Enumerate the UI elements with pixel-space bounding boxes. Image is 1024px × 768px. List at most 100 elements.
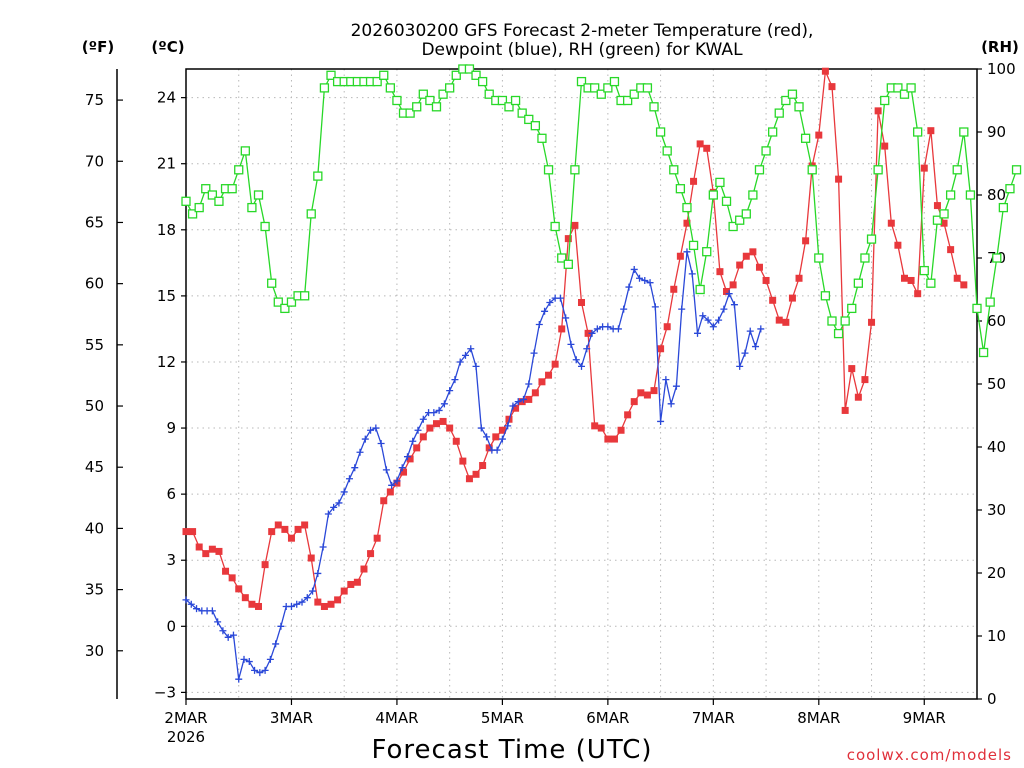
relative-humidity-point [965,190,976,200]
dewpoint-point [235,675,243,683]
relative-humidity-point [728,221,738,232]
temperature-point [558,325,566,333]
fahrenheit-tick-label: 65 [85,213,104,231]
relative-humidity-point [649,102,659,112]
dewpoint-point [440,400,448,408]
temperature-point [690,177,698,185]
rh-tick-label: 90 [987,123,1006,141]
relative-humidity-point [708,190,718,200]
dewpoint-point [382,466,390,474]
dewpoint-point [409,437,417,445]
dewpoint-point [435,406,443,414]
temperature-point [887,219,895,227]
temperature-point [241,594,249,602]
temperature-point [755,263,763,271]
temperature-point [571,221,579,229]
relative-humidity-point [385,83,395,93]
temperature-point [953,274,961,282]
relative-humidity-point [530,121,541,131]
relative-humidity-point [741,209,751,219]
temperature-point [637,389,645,397]
dewpoint-point [620,305,628,313]
temperature-point [400,468,408,476]
dewpoint-point [662,376,670,384]
relative-humidity-point [932,215,943,225]
relative-humidity-point [267,278,277,288]
rh-unit-label: (RH) [981,38,1019,56]
relative-humidity-series [181,64,1022,358]
temperature-point [861,376,869,384]
temperature-point [736,261,744,269]
rh-tick-label: 30 [987,501,1006,519]
temperature-point [795,274,803,282]
dewpoint-point [757,325,765,333]
relative-humidity-point [253,190,264,200]
relative-humidity-point [893,83,903,93]
temperature-point [749,248,757,256]
dewpoint-point [625,283,633,291]
fahrenheit-tick-label: 75 [85,91,104,109]
relative-humidity-point [299,291,310,301]
relative-humidity-point [194,202,204,213]
temperature-point [386,488,394,496]
temperature-point [933,202,941,210]
relative-humidity-point [286,297,297,307]
dewpoint-point [593,325,601,333]
x-tick-label: 3MAR [270,709,313,727]
dewpoint-point [498,435,506,443]
temperature-point [551,360,559,368]
temperature-point [195,543,203,551]
dewpoint-point [683,248,691,256]
dewpoint-point [324,510,332,518]
relative-humidity-point [596,89,606,99]
dewpoint-point [562,314,570,322]
relative-humidity-point [642,83,653,93]
dewpoint-point [345,475,353,483]
temperature-point [762,276,770,284]
dewpoint-point [541,307,549,315]
temperature-point [947,246,955,254]
temperature-point [769,296,777,304]
relative-humidity-point [952,165,962,175]
relative-humidity-point [273,297,283,307]
relative-humidity-point [326,70,336,80]
relative-humidity-point [721,196,732,206]
temperature-point [215,547,223,555]
relative-humidity-point [524,114,534,125]
dewpoint-point [461,351,469,359]
relative-humidity-point [761,146,771,156]
temperature-point [189,528,197,536]
dewpoint-point [530,349,538,357]
relative-humidity-point [187,209,198,219]
relative-humidity-point [655,127,666,137]
temperature-point [320,602,328,610]
relative-humidity-point [807,165,817,175]
dewpoint-point [636,274,644,282]
dewpoint-point [715,316,723,324]
relative-humidity-point [702,247,712,257]
celsius-unit-label: (ºC) [151,38,184,56]
temperature-point [788,294,796,302]
temperature-point [828,83,836,91]
dewpoint-point [193,605,201,613]
relative-humidity-point [543,165,554,175]
celsius-tick-label: 0 [166,617,176,635]
relative-humidity-point [853,278,863,288]
relative-humidity-point [998,202,1009,213]
temperature-point [353,578,361,586]
dewpoint-point [256,669,264,677]
relative-humidity-point [557,253,567,263]
dewpoint-point [361,435,369,443]
relative-humidity-point [985,297,995,307]
temperature-point [657,345,665,353]
celsius-tick-label: −3 [154,683,176,701]
temperature-point [782,318,790,326]
relative-humidity-point [207,190,218,200]
relative-humidity-point [1005,184,1015,194]
temperature-point [334,596,342,604]
dewpoint-point [430,409,438,417]
temperature-point [835,175,843,183]
temperature-point [729,281,737,289]
dewpoint-point [467,345,475,353]
relative-humidity-point [392,95,402,106]
